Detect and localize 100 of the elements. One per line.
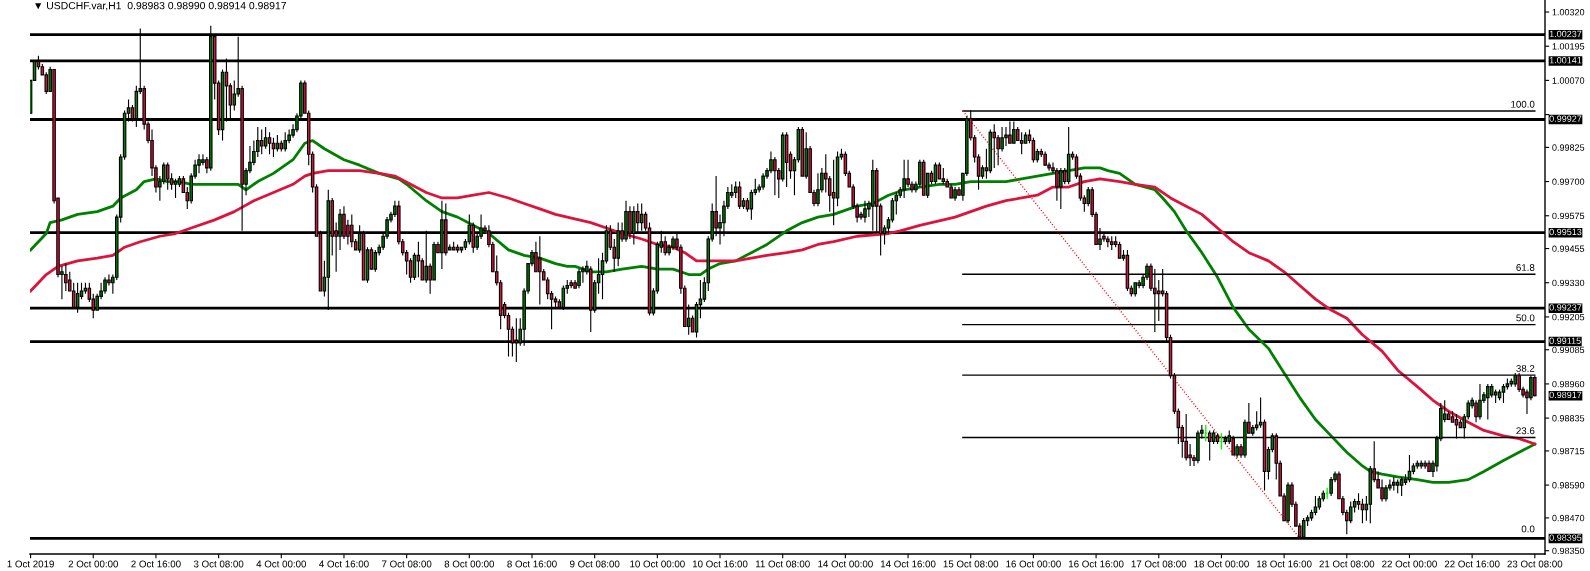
x-tick-label: 18 Oct 16:00 [1257,560,1312,568]
candlestick [1415,459,1420,470]
candlestick [577,268,581,289]
ref-line-label: 1.00237 [1549,30,1582,38]
y-tick-label: 1.00195 [1552,43,1585,50]
y-tick-label: 0.98715 [1552,447,1585,455]
candlestick [1509,377,1514,388]
candlestick [1486,383,1490,421]
x-tick-label: 8 Oct 16:00 [507,560,557,568]
candlestick [1219,432,1224,451]
x-tick-label: 11 Oct 08:00 [755,560,810,568]
x-tick-label: 16 Oct 16:00 [1068,560,1124,568]
candlestick [538,235,542,306]
candlestick [451,241,456,251]
x-tick-label: 17 Oct 08:00 [1131,560,1187,568]
candlestick [816,172,820,207]
x-tick-label: 2 Oct 16:00 [131,560,181,568]
candlestick [1419,459,1423,470]
series-label: 50.0 [1516,314,1535,322]
y-tick-label: 1.00070 [1552,77,1585,84]
ref-line-label: 0.99115 [1549,337,1581,344]
ref-line-label: 0.99513 [1549,228,1582,236]
chart-title: ▼ USDCHF.var,H1 0.98983 0.98990 0.98914 0.98917 [35,1,287,11]
candlestick [1478,383,1482,421]
x-tick-label: 4 Oct 16:00 [319,560,369,568]
candlestick [1497,388,1502,401]
x-tick-label: 23 Oct 08:00 [1507,560,1563,568]
y-tick-label: 0.99330 [1552,279,1585,287]
x-tick-label: 18 Oct 00:00 [1194,560,1249,568]
x-tick-label: 9 Oct 08:00 [570,560,620,568]
x-tick-label: 1 Oct 2019 [7,560,54,568]
x-tick-label: 10 Oct 00:00 [630,560,685,568]
x-tick-label: 22 Oct 00:00 [1382,560,1437,568]
candlestick [267,131,272,155]
y-tick-label: 0.99700 [1552,178,1585,185]
x-tick-label: 3 Oct 08:00 [193,560,244,568]
x-tick-label: 21 Oct 08:00 [1319,560,1375,568]
candlestick [1133,282,1138,297]
candlestick [992,123,997,169]
candlestick [1059,167,1063,210]
ref-line-label: 0.99927 [1549,115,1582,122]
y-tick-label: 0.99205 [1552,313,1585,321]
y-tick-label: 0.99575 [1552,212,1585,220]
y-tick-label: 0.99085 [1552,346,1585,354]
series-label: 100.0 [1511,100,1535,108]
ref-line-label: 0.99237 [1549,304,1582,311]
x-tick-label: 14 Oct 16:00 [880,560,936,568]
y-tick-label: 0.99455 [1552,245,1585,252]
candlestick [949,183,953,199]
candlestick [628,205,632,240]
candlestick [784,131,789,188]
x-tick-label: 4 Oct 00:00 [256,560,307,568]
candlestick [1317,495,1322,511]
x-tick-label: 2 Oct 00:00 [68,560,119,568]
ref-line-label: 1.00141 [1549,57,1582,64]
candlestick [1106,235,1110,248]
candlestick [1493,388,1498,404]
candlestick [1384,484,1388,503]
x-tick-label: 16 Oct 00:00 [1006,560,1061,568]
candlestick [921,159,926,196]
ref-line-label: 0.98395 [1549,534,1582,541]
x-tick-label: 15 Oct 08:00 [943,560,999,568]
candlestick [663,235,667,256]
y-tick-label: 0.98835 [1552,415,1585,422]
candlestick [1019,131,1024,155]
y-tick-label: 0.98350 [1552,547,1585,555]
annotation: 0.0 [1521,525,1535,533]
candlestick [1286,481,1290,524]
x-tick-label: 7 Oct 08:00 [382,560,432,568]
y-tick-label: 0.98960 [1552,380,1585,388]
candlestick [416,241,421,278]
candlestick [671,235,675,251]
candlestick [953,186,957,202]
candlestick [1203,424,1208,443]
candlestick [863,200,867,224]
candlestick [259,129,264,155]
candlestick [624,200,628,243]
candlestick [761,172,765,191]
candlestick [800,126,805,177]
candlestick [165,161,170,191]
candlestick [275,134,280,153]
x-tick-label: 22 Oct 16:00 [1444,560,1500,568]
y-tick-label: 0.98470 [1552,514,1585,522]
candlestick [1423,459,1427,470]
candlestick [283,131,287,153]
candlestick [455,243,460,254]
candlestick [1395,479,1400,494]
candlestick [737,181,742,210]
y-tick-label: 0.98590 [1552,482,1585,489]
x-tick-label: 10 Oct 16:00 [692,560,748,568]
x-tick-label: 14 Oct 00:00 [818,560,873,568]
series-label: 38.2 [1516,364,1535,372]
candlestick [1109,235,1114,251]
y-tick-label: 1.00320 [1552,9,1585,16]
candlestick [902,159,906,199]
candlestick [514,317,519,363]
candlestick [581,265,585,284]
candlestick [263,126,268,150]
series-label: 61.8 [1516,264,1535,271]
series-label: 23.6 [1516,427,1535,435]
